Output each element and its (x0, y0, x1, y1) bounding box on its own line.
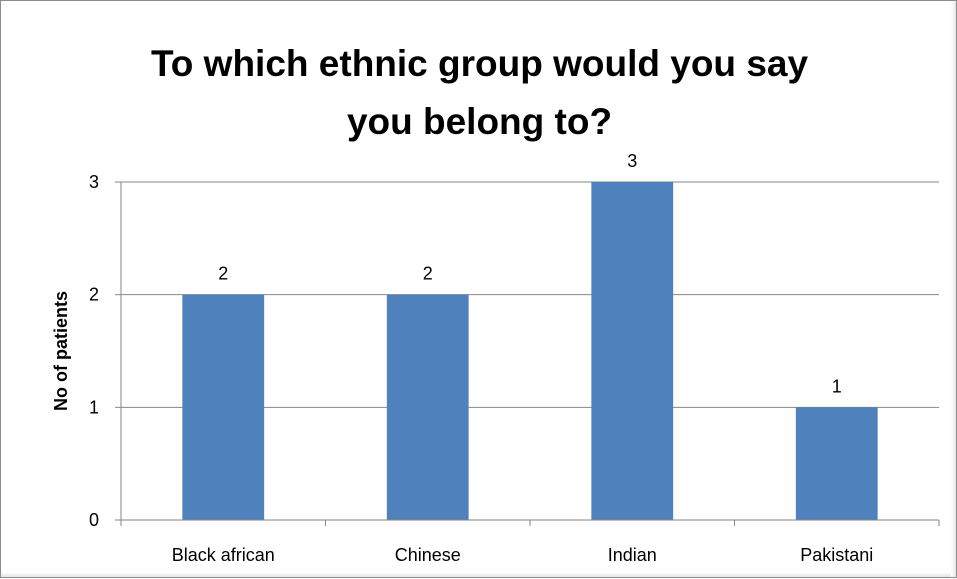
data-label-pakistani: 1 (832, 376, 842, 396)
bars (182, 182, 878, 520)
y-tick-label-1: 1 (89, 397, 99, 417)
y-axis-title: No of patients (51, 291, 71, 411)
bar-black-african (182, 294, 265, 520)
bar-pakistani (795, 407, 878, 520)
x-tick-label-chinese: Chinese (395, 545, 461, 565)
bar-chinese (386, 294, 469, 520)
chart-title-line-2: you belong to? (346, 101, 613, 142)
y-tick-label-2: 2 (89, 285, 99, 305)
data-label-indian: 3 (627, 151, 637, 171)
y-tick-label-0: 0 (89, 510, 99, 530)
bar-indian (591, 182, 674, 520)
x-tick-label-black-african: Black african (172, 545, 275, 565)
data-label-black-african: 2 (218, 264, 228, 284)
chart-title-line-1: To which ethnic group would you say (150, 43, 809, 84)
axes (115, 181, 940, 526)
data-label-chinese: 2 (423, 264, 433, 284)
chart-title: To which ethnic group would you say you … (1, 35, 957, 151)
x-tick-label-indian: Indian (608, 545, 657, 565)
labels: 0 1 2 3 2 Black african 2 Chinese 3 Indian 1 Pakist… (89, 151, 873, 565)
x-tick-label-pakistani: Pakistani (800, 545, 873, 565)
y-tick-label-3: 3 (89, 172, 99, 192)
